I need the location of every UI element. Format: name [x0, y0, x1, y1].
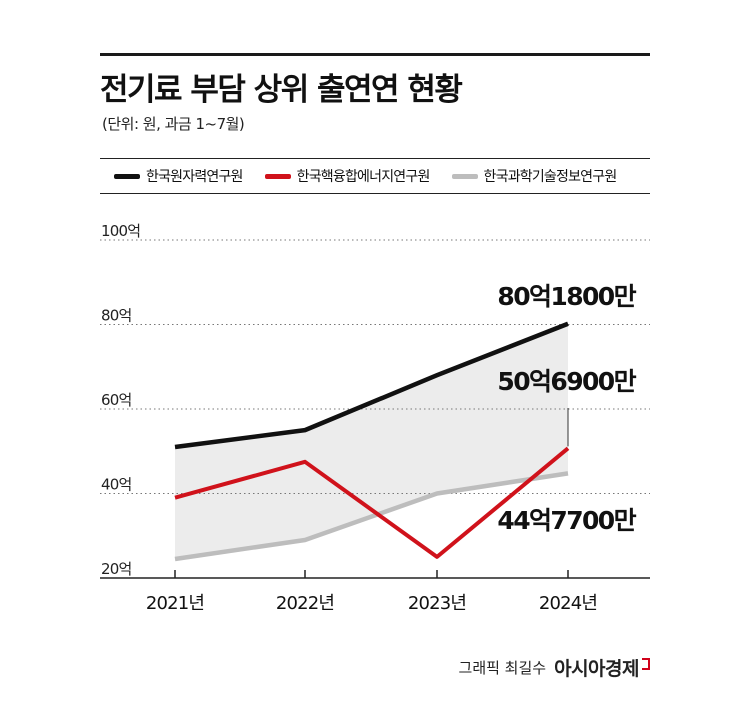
y-tick-label: 40억	[101, 476, 132, 494]
brand-logo-icon	[642, 657, 650, 670]
brand-name: 아시아경제	[554, 658, 639, 680]
x-tick-label: 2023년	[408, 593, 466, 614]
legend-item-kaeri: 한국원자력연구원	[114, 166, 243, 186]
legend-item-kisti: 한국과학기술정보연구원	[451, 166, 618, 186]
legend-swatch-gray	[451, 173, 478, 179]
legend-label-kfe: 한국핵융합에너지연구원	[296, 169, 431, 185]
series-line-kisti	[174, 471, 569, 562]
top-rule	[100, 53, 650, 56]
annotation-kisti-2024: 44억7700만	[497, 506, 636, 535]
y-tick-label: 100억	[101, 222, 140, 240]
credit-label: 그래픽 최길수	[458, 659, 547, 677]
series-line-kfe	[174, 446, 570, 559]
legend: 한국원자력연구원 한국핵융합에너지연구원 한국과학기술정보연구원	[100, 158, 650, 194]
annotation-kaeri-2024: 80억1800만	[497, 282, 636, 311]
chart-subtitle: (단위: 원, 과금 1~7월)	[102, 115, 245, 133]
legend-swatch-black	[114, 173, 140, 179]
y-tick-label: 60억	[101, 391, 132, 409]
legend-label-kaeri: 한국원자력연구원	[146, 169, 243, 185]
range-area	[175, 323, 568, 559]
y-tick-label: 20억	[101, 560, 132, 578]
legend-swatch-red	[264, 173, 291, 179]
chart-title: 전기료 부담 상위 출연연 현황	[100, 72, 463, 108]
x-tick-label: 2022년	[276, 593, 334, 614]
credit: 그래픽 최길수 아시아경제	[459, 654, 650, 681]
annotation-kfe-2024: 50억6900만	[497, 367, 636, 396]
x-tick-label: 2024년	[539, 593, 597, 614]
x-tick-label: 2021년	[146, 593, 204, 614]
series-line-kaeri	[174, 321, 569, 450]
legend-item-kfe: 한국핵융합에너지연구원	[264, 166, 431, 186]
y-tick-label: 80억	[101, 307, 132, 325]
legend-label-kisti: 한국과학기술정보연구원	[483, 169, 618, 185]
